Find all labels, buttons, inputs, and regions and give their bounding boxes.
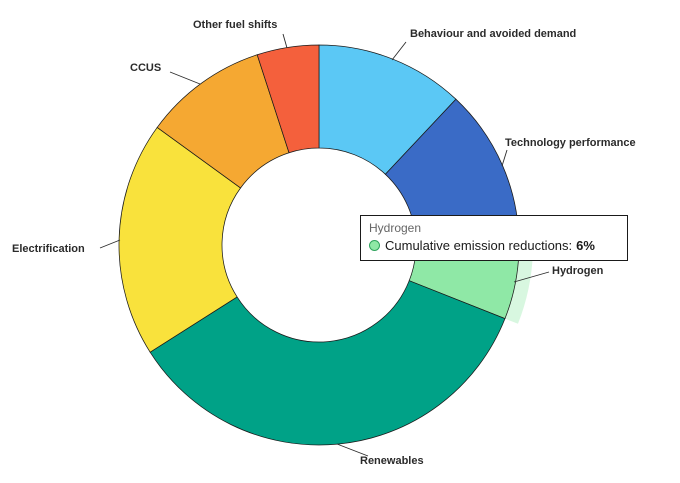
donut-slice-other-fuel-shifts[interactable]: [256, 44, 320, 154]
tooltip-marker-icon: [369, 240, 380, 251]
leader-line-behaviour: [391, 41, 407, 61]
leader-line-electrification: [99, 239, 121, 249]
donut-slice-electrification[interactable]: [118, 126, 242, 353]
slice-label-hydrogen: Hydrogen: [552, 265, 604, 277]
slice-label-other-fuel-shifts: Other fuel shifts: [193, 19, 278, 31]
leader-line-ccus: [169, 71, 201, 85]
slice-label-electrification: Electrification: [12, 243, 85, 255]
slice-label-renewables: Renewables: [360, 455, 424, 467]
leader-line-technology-performance: [501, 149, 508, 167]
tooltip-value: 6%: [576, 238, 595, 253]
slice-label-technology-performance: Technology performance: [505, 137, 636, 149]
slice-label-ccus: CCUS: [130, 62, 162, 74]
tooltip: Hydrogen Cumulative emission reductions:…: [360, 215, 628, 261]
donut-slice-renewables[interactable]: [149, 280, 506, 446]
donut-slices-group: [118, 44, 533, 446]
leader-line-other-fuel-shifts: [282, 33, 288, 49]
tooltip-row: Cumulative emission reductions: 6%: [369, 238, 617, 253]
tooltip-title: Hydrogen: [369, 221, 422, 235]
leader-line-hydrogen: [513, 271, 550, 283]
leader-line-renewables: [336, 443, 369, 457]
tooltip-series-text: Cumulative emission reductions:: [385, 238, 573, 253]
leader-lines-group: [99, 33, 550, 457]
slice-label-behaviour-and-avoided-demand: Behaviour and avoided demand: [410, 28, 577, 40]
